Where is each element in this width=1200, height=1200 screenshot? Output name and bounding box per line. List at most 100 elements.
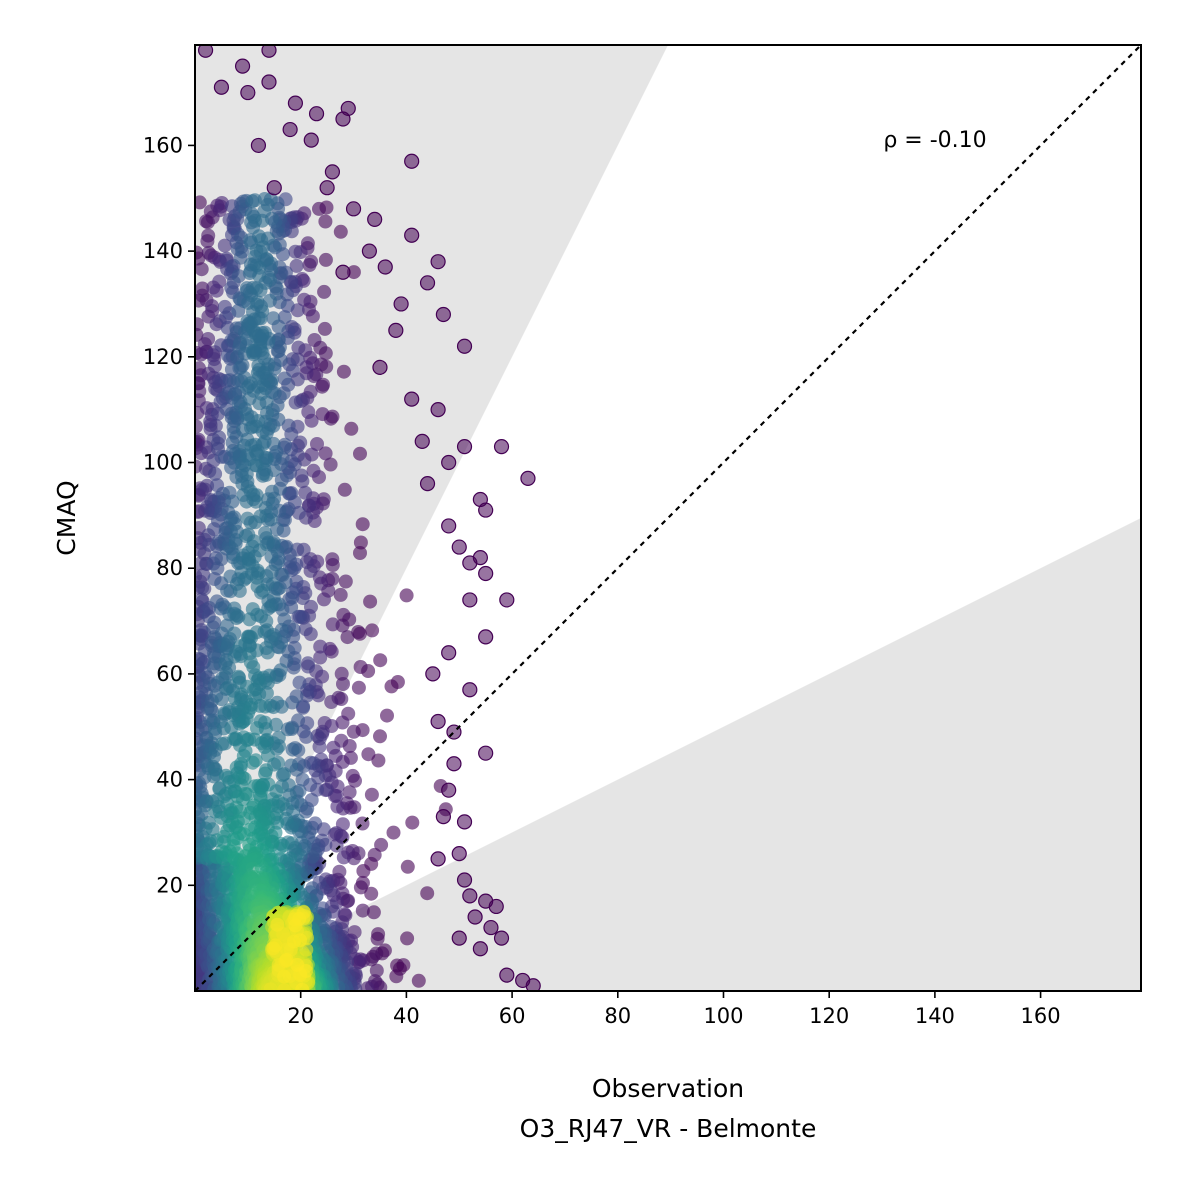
data-point [306, 463, 321, 478]
identity-line [195, 45, 1141, 991]
data-point [257, 192, 272, 206]
data-point [301, 498, 316, 513]
y-tick-label: 120 [143, 345, 183, 369]
data-point [248, 668, 263, 683]
data-point [361, 243, 378, 259]
data-point [483, 919, 499, 936]
data-point [261, 45, 277, 58]
data-point [239, 711, 254, 726]
data-point [351, 680, 366, 695]
data-point [420, 886, 435, 901]
data-point [337, 482, 352, 497]
data-point [258, 766, 273, 781]
data-point [205, 822, 220, 837]
data-point [245, 755, 260, 770]
data-point [478, 565, 494, 582]
data-point [255, 213, 270, 228]
data-point [366, 905, 381, 920]
data-point [380, 708, 394, 723]
data-point [333, 587, 348, 602]
data-point [318, 252, 333, 267]
data-point [325, 552, 340, 567]
data-point [236, 811, 251, 826]
data-point [317, 321, 332, 336]
data-point [404, 391, 420, 407]
data-point [493, 930, 510, 946]
data-point [231, 269, 246, 284]
data-point [297, 292, 312, 307]
data-point [288, 918, 303, 933]
data-point [345, 201, 362, 217]
data-point [232, 583, 247, 598]
data-point [195, 262, 209, 277]
data-point [336, 677, 350, 691]
data-point [346, 265, 361, 280]
data-point [425, 666, 441, 682]
x-axis-label: Observation [592, 1074, 744, 1103]
data-point [318, 214, 333, 229]
data-point [355, 517, 370, 532]
data-point [342, 785, 357, 800]
data-point [207, 615, 222, 630]
data-point [253, 283, 268, 298]
x-axis-sublabel: O3_RJ47_VR - Belmonte [520, 1114, 817, 1143]
data-point [365, 623, 380, 638]
data-point [400, 931, 415, 946]
x-tick-label: 40 [393, 1004, 420, 1028]
data-point [288, 395, 303, 410]
data-point [296, 700, 310, 715]
data-point [315, 379, 330, 394]
data-point [370, 931, 385, 946]
data-point [201, 332, 216, 346]
data-point [248, 458, 263, 473]
data-point [208, 466, 223, 481]
data-point [263, 982, 278, 991]
y-tick-label: 100 [143, 451, 183, 475]
data-point [292, 675, 307, 690]
data-point [277, 969, 292, 984]
data-point [478, 745, 494, 761]
data-point [275, 768, 290, 783]
y-tick-label: 80 [156, 556, 183, 580]
data-point [345, 768, 360, 783]
data-point [197, 45, 214, 58]
data-point [310, 729, 325, 743]
data-point [369, 963, 384, 978]
data-point [201, 228, 216, 243]
data-point [467, 909, 483, 925]
data-point [293, 933, 308, 948]
data-point [384, 679, 399, 694]
data-point [255, 468, 270, 483]
x-tick-label: 100 [703, 1004, 743, 1028]
data-point [281, 418, 296, 433]
data-point [356, 864, 371, 878]
data-point [290, 957, 305, 972]
data-point [310, 437, 324, 451]
data-point [411, 973, 426, 988]
data-point [462, 888, 478, 904]
data-point [488, 898, 504, 915]
data-point [451, 845, 467, 862]
data-point [525, 978, 541, 991]
data-point [344, 421, 359, 436]
data-point [372, 359, 388, 375]
data-point [285, 742, 300, 757]
data-point [374, 837, 389, 852]
data-point [441, 645, 457, 661]
data-point [291, 340, 306, 355]
data-point [319, 180, 335, 196]
data-point [336, 607, 351, 622]
data-point [296, 724, 311, 739]
data-point [478, 629, 494, 645]
data-point [270, 917, 285, 932]
data-point [289, 258, 304, 273]
data-point [242, 612, 257, 627]
data-point [390, 958, 405, 973]
data-point [353, 546, 367, 560]
data-point [253, 245, 268, 259]
data-point [373, 729, 387, 744]
data-point [338, 574, 353, 589]
data-point [353, 880, 368, 895]
y-axis-label: CMAQ [52, 480, 81, 555]
data-point [264, 549, 279, 564]
